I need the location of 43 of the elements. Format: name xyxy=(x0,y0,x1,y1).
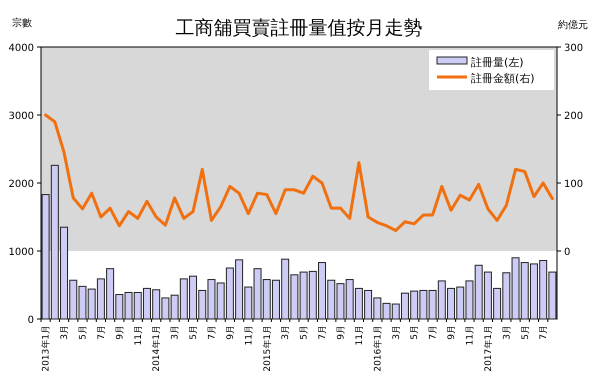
x-tick-label: 3月 xyxy=(392,325,402,340)
x-tick-label: 11月 xyxy=(354,325,365,346)
x-tick-label: 7月 xyxy=(428,325,439,340)
y-tick-label: 3000 xyxy=(8,111,34,122)
x-tick-label: 3月 xyxy=(170,325,181,340)
x-tick-label: 5月 xyxy=(520,325,531,340)
x-tick-label: 9月 xyxy=(226,325,236,340)
x-tick-label: 9月 xyxy=(336,325,346,340)
x-tick-label: 2014年1月 xyxy=(151,325,162,372)
chart-title: 工商舖買賣註冊量值按月走勢 xyxy=(176,17,422,39)
x-tick-label: 3月 xyxy=(502,325,512,340)
y2-axis-title: 約億元 xyxy=(558,19,588,31)
y-tick-label: 4000 xyxy=(8,43,34,54)
y2-tick-label: 300 xyxy=(564,43,584,54)
y-tick-label: 1000 xyxy=(8,247,34,258)
x-tick-label: 2016年1月 xyxy=(372,325,384,372)
x-tick-label: 2013年1月 xyxy=(40,325,52,372)
x-tick-label: 11月 xyxy=(244,325,254,346)
x-tick-label: 7月 xyxy=(207,325,218,340)
x-tick-label: 7月 xyxy=(539,325,550,340)
x-tick-label: 3月 xyxy=(281,325,292,340)
legend-label: 註冊金額(右) xyxy=(471,72,535,85)
y2-tick-label: 100 xyxy=(564,179,584,190)
y-tick-label: 0 xyxy=(28,315,34,326)
x-tick-label: 7月 xyxy=(318,325,328,340)
y2-tick-label: 0 xyxy=(564,247,570,258)
x-tick-label: 2017年1月 xyxy=(482,325,494,372)
x-tick-label: 5月 xyxy=(78,325,88,340)
legend-label: 註冊量(左) xyxy=(471,56,524,69)
y2-tick-label: 200 xyxy=(564,111,584,122)
x-tick-label: 5月 xyxy=(410,325,420,340)
x-tick-label: 9月 xyxy=(447,325,458,340)
x-tick-label: 5月 xyxy=(189,325,200,340)
x-tick-label: 3月 xyxy=(60,325,70,340)
y-axis-title: 宗數 xyxy=(12,17,32,29)
x-tick-label: 11月 xyxy=(134,325,144,346)
x-tick-label: 5月 xyxy=(300,325,310,340)
line-series xyxy=(44,114,554,232)
x-tick-label: 9月 xyxy=(115,325,126,340)
y-tick-label: 2000 xyxy=(8,179,34,190)
x-tick-label: 2015年1月 xyxy=(262,325,273,372)
x-tick-label: 7月 xyxy=(96,325,107,340)
x-tick-label: 11月 xyxy=(465,325,476,346)
